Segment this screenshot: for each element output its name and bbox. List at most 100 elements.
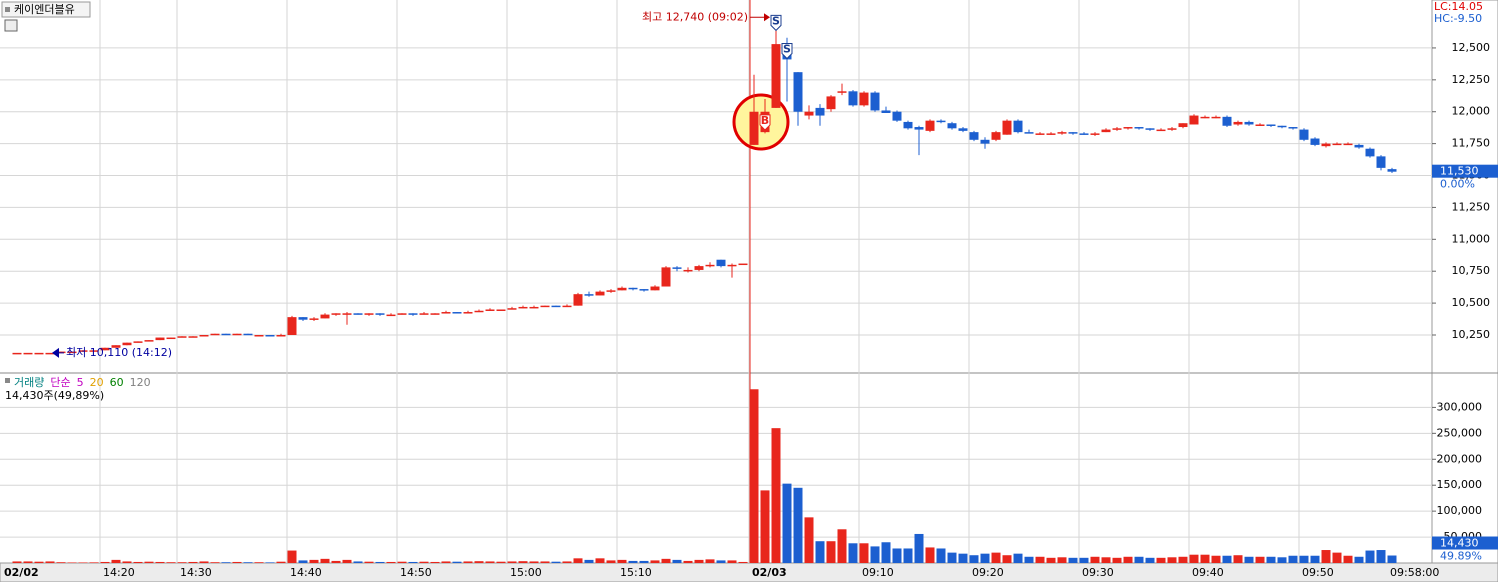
- low-arrowhead: [52, 347, 59, 358]
- x-tick-label: 15:00: [510, 566, 542, 579]
- candle-body: [1387, 169, 1397, 172]
- candle-body: [925, 120, 935, 131]
- volume-bar: [958, 553, 968, 563]
- volume-bar: [1112, 557, 1122, 563]
- signal-label: B: [761, 114, 769, 127]
- volume-bar: [584, 559, 594, 563]
- volume-bar: [1211, 555, 1221, 563]
- candle-body: [298, 317, 308, 320]
- volume-bar: [12, 561, 22, 563]
- candle-body: [694, 266, 704, 270]
- volume-bar: [650, 560, 660, 563]
- candle-body: [727, 264, 737, 267]
- candle-body: [793, 72, 803, 112]
- candle-body: [1178, 123, 1188, 128]
- last-volume-label: 14,430: [1440, 537, 1479, 550]
- candle-body: [1024, 132, 1034, 134]
- candle-body: [144, 340, 154, 342]
- volume-bar: [1222, 555, 1232, 563]
- volume-bar: [639, 560, 649, 563]
- volume-bar: [441, 561, 451, 563]
- volume-bar: [848, 543, 858, 563]
- volume-bar: [672, 559, 682, 563]
- candle-body: [1244, 121, 1254, 125]
- x-tick-label: 09:20: [972, 566, 1004, 579]
- volume-bar: [166, 562, 176, 563]
- candle-body: [870, 92, 880, 111]
- volume-bar: [133, 561, 143, 563]
- volume-bar: [1332, 552, 1342, 563]
- candle-body: [78, 350, 88, 352]
- volume-bar: [595, 558, 605, 563]
- candle-body: [232, 333, 242, 336]
- change-label: 0.00%: [1440, 178, 1475, 191]
- legend-entry: 60: [110, 376, 124, 389]
- candle-body: [628, 287, 638, 290]
- x-tick-label: 09:30: [1082, 566, 1114, 579]
- volume-bar: [859, 543, 869, 563]
- volume-bar: [1343, 555, 1353, 563]
- volume-bar: [518, 561, 528, 563]
- candle-body: [859, 92, 869, 106]
- candle-body: [518, 306, 528, 309]
- table-icon[interactable]: [4, 19, 18, 32]
- candle-body: [12, 352, 22, 355]
- legend-entry: 단순: [50, 376, 70, 389]
- volume-bar: [617, 559, 627, 563]
- candle-body: [650, 286, 660, 291]
- volume-bar: [397, 561, 407, 563]
- candle-body: [1156, 129, 1166, 132]
- candle-body: [45, 352, 55, 355]
- volume-bar: [826, 541, 836, 563]
- candle-body: [1057, 132, 1067, 134]
- candle-body: [1101, 129, 1111, 133]
- volume-bar: [1123, 556, 1133, 563]
- hc-label: HC:-9.50: [1434, 12, 1482, 25]
- candle-body: [353, 313, 363, 315]
- candle-body: [23, 352, 33, 355]
- y-tick-label: 12,250: [1452, 73, 1491, 86]
- volume-bar: [1035, 556, 1045, 563]
- volume-bar: [1057, 557, 1067, 563]
- candle-body: [67, 351, 77, 354]
- candle-body: [199, 335, 209, 337]
- candle-body: [100, 347, 110, 351]
- candle-body: [210, 333, 220, 336]
- volume-bar: [716, 560, 726, 563]
- volume-bar: [298, 560, 308, 563]
- candle-body: [969, 132, 979, 140]
- candle-body: [364, 313, 374, 315]
- volume-bar: [980, 553, 990, 563]
- candle-body: [34, 352, 44, 355]
- candle-body: [177, 336, 187, 338]
- candle-body: [1189, 115, 1199, 125]
- y-tick-label: 300,000: [1437, 400, 1483, 413]
- volume-summary: 14,430주(49,89%): [5, 389, 104, 402]
- volume-bar: [408, 561, 418, 563]
- volume-bar: [760, 490, 770, 563]
- volume-bar: [804, 517, 814, 563]
- signal-label: S: [772, 14, 780, 27]
- volume-bar: [903, 548, 913, 563]
- volume-bar: [122, 561, 132, 563]
- volume-bar: [100, 561, 110, 563]
- volume-bar: [188, 561, 198, 563]
- candle-body: [936, 120, 946, 123]
- candle-body: [287, 317, 297, 335]
- candle-body: [837, 91, 847, 93]
- candle-body: [848, 91, 858, 106]
- candle-body: [771, 44, 781, 108]
- candle-body: [89, 350, 99, 352]
- volume-bar: [1277, 557, 1287, 563]
- volume-bar: [529, 561, 539, 563]
- volume-bar: [969, 555, 979, 563]
- candle-body: [1068, 132, 1078, 134]
- volume-bar: [606, 560, 616, 563]
- candle-body: [815, 107, 825, 116]
- volume-bar: [144, 561, 154, 563]
- candle-body: [551, 305, 561, 308]
- volume-bar: [837, 529, 847, 563]
- volume-bar: [265, 562, 275, 563]
- volume-bar: [1101, 557, 1111, 563]
